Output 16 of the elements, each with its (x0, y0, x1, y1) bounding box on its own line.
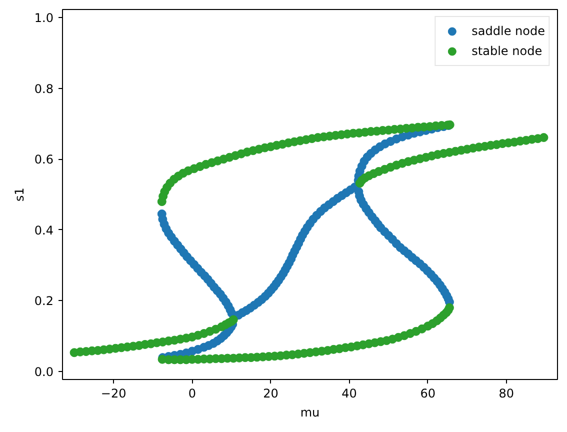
y-tick-label: 0.2 (34, 294, 54, 308)
legend-label: saddle node (472, 24, 545, 38)
x-tick-label: 40 (342, 386, 357, 400)
y-tick-label: 0.6 (34, 152, 54, 167)
x-tick-label: 20 (263, 386, 278, 400)
y-tick-label: 0.8 (34, 82, 54, 96)
x-tick-label: 80 (498, 386, 514, 400)
y-tick-label: 0.0 (34, 364, 54, 379)
x-axis-title: mu (300, 406, 320, 420)
x-tick-label: 60 (420, 386, 436, 400)
x-tick-label: −20 (100, 386, 126, 400)
legend-label: stable node (472, 44, 542, 58)
x-tick-label: 0 (188, 386, 196, 400)
y-tick-label: 1.0 (34, 11, 54, 26)
y-axis-title: s1 (12, 188, 26, 202)
y-tick-label: 0.4 (34, 223, 54, 238)
